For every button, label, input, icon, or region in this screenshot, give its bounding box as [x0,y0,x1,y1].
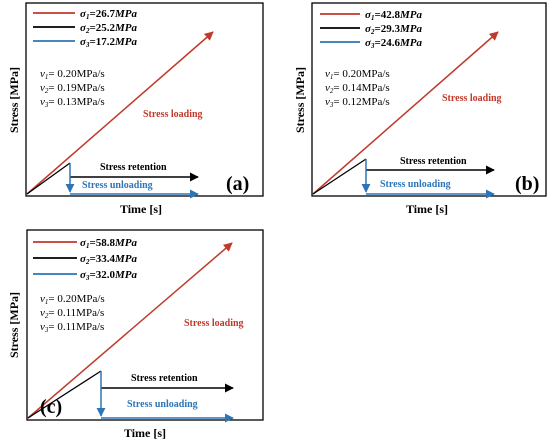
panel-b-label-retention: Stress retention [400,156,467,167]
panel-a-legend-2: σ2=25.2MPa [80,22,137,35]
panel-b-xlabel: Time [s] [406,202,448,216]
panel-b-rate-2: v2= 0.14MPa/s [325,82,390,95]
panel-c-rate-3: v3= 0.11MPa/s [40,321,104,334]
panel-c-rate-2: v2= 0.11MPa/s [40,307,104,320]
panel-c-frame [26,229,264,421]
panel-c-legend-2: σ2=33.4MPa [80,253,137,266]
panel-b-ylabel: Stress [MPa] [293,67,307,133]
panel-b-tag: (b) [515,173,539,195]
panel-c-label-retention: Stress retention [131,373,198,384]
panel-a-label-loading: Stress loading [143,109,203,120]
panel-a: σ1=26.7MPa σ2=25.2MPa σ3=17.2MPa v1= 0.2… [7,2,264,216]
panel-a-xlabel: Time [s] [120,202,162,216]
panel-a-label-retention: Stress retention [100,162,167,173]
panel-a-frame [25,2,264,197]
panel-a-ylabel: Stress [MPa] [7,67,21,133]
panel-b-label-unloading: Stress unloading [380,179,451,190]
panel-a-legend-3: σ3=17.2MPa [80,36,137,49]
panel-b-loading-line [312,31,499,195]
panel-b-rate-1: v1= 0.20MPa/s [325,68,390,81]
panel-c-xlabel: Time [s] [124,426,166,440]
panel-a-rate-3: v3= 0.13MPa/s [40,96,105,109]
panel-c-loading-line [27,242,233,419]
panel-c-rate-1: v1= 0.20MPa/s [40,293,105,306]
panel-a-rate-1: v1= 0.20MPa/s [40,68,105,81]
panel-b-label-loading: Stress loading [442,93,502,104]
panel-c-ylabel: Stress [MPa] [7,292,21,358]
panel-b-frame [311,2,547,197]
panel-c-tag: (c) [40,396,62,418]
panel-c: σ1=58.8MPa σ2=33.4MPa σ3=32.0MPa v1= 0.2… [7,229,264,440]
panel-b: σ1=42.8MPa σ2=29.3MPa σ3=24.6MPa v1= 0.2… [293,2,547,216]
panel-c-label-unloading: Stress unloading [127,399,198,410]
panel-a-tag: (a) [226,173,249,195]
panel-a-rate-2: v2= 0.19MPa/s [40,82,105,95]
panel-a-legend-1: σ1=26.7MPa [80,8,137,21]
panel-c-rise-line [27,370,102,419]
panel-b-legend-3: σ3=24.6MPa [365,37,422,50]
panel-b-legend-2: σ2=29.3MPa [365,23,422,36]
panel-a-label-unloading: Stress unloading [82,180,153,191]
panel-c-legend-1: σ1=58.8MPa [80,237,137,250]
panel-b-rise-line [312,158,367,195]
panel-b-legend-1: σ1=42.8MPa [365,9,422,22]
panel-b-rate-3: v3= 0.12MPa/s [325,96,390,109]
panel-a-rise-line [26,162,71,195]
panel-c-label-loading: Stress loading [184,318,244,329]
panel-a-loading-line [26,31,214,195]
panel-c-legend-3: σ3=32.0MPa [80,269,137,282]
